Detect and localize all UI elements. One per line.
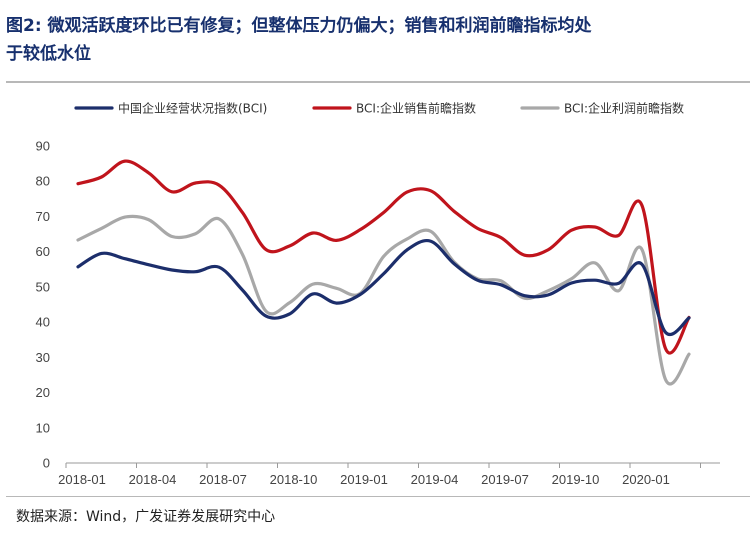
y-tick-label: 30	[36, 350, 50, 365]
y-tick-label: 80	[36, 174, 50, 189]
y-tick-label: 70	[36, 209, 50, 224]
title-divider	[6, 81, 750, 83]
y-tick-label: 90	[36, 139, 50, 154]
legend-label-sales: BCI:企业销售前瞻指数	[356, 101, 476, 116]
chart-title: 图2: 微观活跃度环比已有修复；但整体压力仍偏大；销售和利润前瞻指标均处 于较低…	[6, 12, 750, 68]
source-divider	[6, 496, 750, 497]
y-tick-label: 10	[36, 420, 50, 435]
y-tick-label: 0	[43, 456, 50, 471]
title-line-2: 于较低水位	[6, 44, 91, 64]
line-chart: 0 10 20 30 40 50 60 70 80 90 2018-01 2018-04 2018-07…	[36, 101, 720, 486]
legend-label-bci: 中国企业经营状况指数(BCI)	[118, 101, 267, 116]
y-tick-label: 50	[36, 279, 50, 294]
x-tick-label: 2019-01	[340, 472, 388, 486]
x-tick-label: 2018-07	[199, 472, 247, 486]
source-note: 数据来源：Wind，广发证券发展研究中心	[16, 509, 276, 525]
x-tick-label: 2018-10	[270, 472, 318, 486]
x-tick-label: 2019-04	[411, 472, 459, 486]
legend-label-profit: BCI:企业利润前瞻指数	[564, 101, 684, 116]
x-tick-label: 2019-10	[552, 472, 600, 486]
sales-series-line	[76, 159, 691, 355]
profit-series-line	[76, 214, 691, 386]
y-tick-label: 40	[36, 315, 50, 330]
title-line-1: 图2: 微观活跃度环比已有修复；但整体压力仍偏大；销售和利润前瞻指标均处	[6, 16, 592, 36]
x-tick-label: 2019-07	[481, 472, 529, 486]
bci-series-line	[76, 238, 691, 336]
x-tick-label: 2018-01	[58, 472, 106, 486]
x-tick-label: 2020-01	[622, 472, 670, 486]
y-tick-label: 20	[36, 385, 50, 400]
y-tick-label: 60	[36, 244, 50, 259]
x-tick-label: 2018-04	[129, 472, 177, 486]
